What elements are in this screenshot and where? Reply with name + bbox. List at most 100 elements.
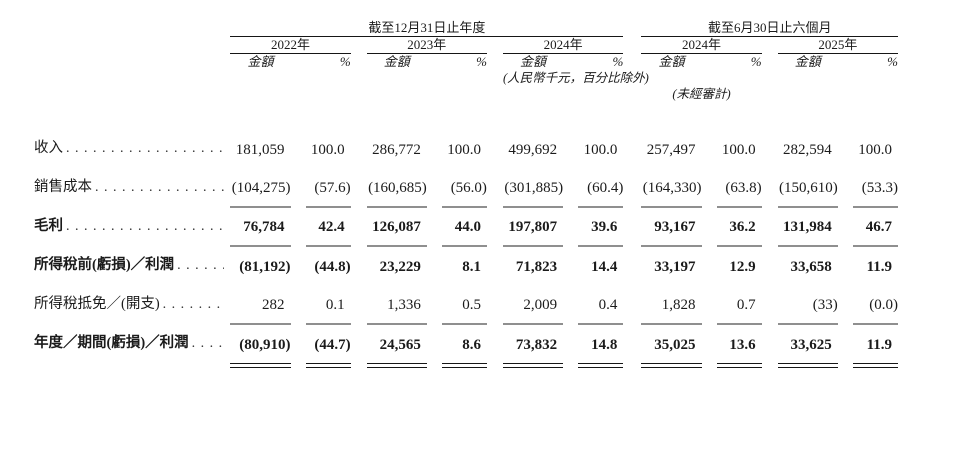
column-gap bbox=[291, 102, 306, 168]
units-note: (人民幣千元，百分比除外) bbox=[502, 71, 649, 85]
row-label: 所得稅前(虧損)／利潤 bbox=[34, 246, 230, 285]
amount-cell: (160,685) bbox=[366, 168, 427, 208]
column-gap bbox=[351, 285, 367, 324]
amount-cell: (33) bbox=[777, 285, 838, 325]
table-row: 年度／期間(虧損)／利潤 (80,910) (44.7) 24,565 8.6 73,83… bbox=[34, 324, 899, 367]
amount-cell: (104,275) bbox=[230, 168, 291, 208]
percent-cell: 0.1 bbox=[305, 285, 351, 325]
dot-leader bbox=[66, 217, 224, 237]
column-gap bbox=[623, 102, 641, 168]
column-gap bbox=[351, 102, 367, 168]
year-header-2025-interim: 2025年 bbox=[777, 36, 898, 54]
column-gap bbox=[487, 285, 503, 324]
row-label-text: 所得稅抵免／(開支) bbox=[34, 296, 160, 312]
percent-cell: (63.8) bbox=[716, 168, 762, 208]
column-gap bbox=[427, 168, 442, 207]
percent-cell: 44.0 bbox=[441, 207, 487, 247]
year-header-2024: 2024年 bbox=[502, 36, 624, 54]
column-gap bbox=[702, 168, 717, 207]
section-header-row: 截至12月31日止年度 截至6月30日止六個月 bbox=[34, 20, 898, 37]
column-gap bbox=[838, 285, 853, 324]
table-row: 所得稅前(虧損)／利潤 (81,192) (44.8) 23,229 8.1 71,823… bbox=[34, 246, 898, 285]
amount-cell: 499,692 bbox=[508, 142, 558, 158]
percent-cell: 11.9 bbox=[866, 259, 892, 275]
col-header-percent: % bbox=[339, 54, 351, 69]
percent-cell: 8.6 bbox=[441, 324, 488, 367]
percent-cell: (0.0) bbox=[852, 285, 898, 325]
table-row: 銷售成本 (104,275) (57.6) (160,685) (56.0) (301,8… bbox=[34, 168, 898, 208]
col-header-amount: 金額 bbox=[247, 54, 274, 69]
column-gap bbox=[487, 207, 503, 246]
percent-cell: (53.3) bbox=[852, 168, 898, 208]
col-header-percent: % bbox=[612, 54, 624, 69]
column-gap bbox=[291, 324, 306, 363]
row-label-text: 銷售成本 bbox=[34, 179, 92, 195]
unaudited-note-row: (未經審計) bbox=[34, 86, 898, 102]
column-gap bbox=[762, 207, 778, 246]
amount-cell: (164,330) bbox=[641, 168, 702, 208]
table-row: 收入 181,059 100.0 286,772 100.0 499,692 100.0 25… bbox=[34, 102, 898, 168]
period-header-interim: 截至6月30日止六個月 bbox=[641, 20, 898, 37]
column-gap bbox=[762, 246, 778, 285]
column-gap bbox=[838, 168, 853, 207]
column-gap bbox=[351, 168, 367, 207]
percent-cell: 42.4 bbox=[305, 207, 351, 247]
percent-cell: (56.0) bbox=[441, 168, 487, 208]
row-label-text: 毛利 bbox=[34, 218, 63, 234]
unaudited-note: (未經審計) bbox=[672, 87, 731, 101]
year-header-2023: 2023年 bbox=[366, 36, 487, 54]
amount-cell: 131,984 bbox=[777, 207, 838, 247]
amount-cell: 71,823 bbox=[515, 259, 558, 275]
amount-cell: 257,497 bbox=[646, 142, 696, 158]
column-header-row: 金額 % 金額 % 金額 % 金額 % 金額 % bbox=[34, 54, 898, 71]
amount-cell: (80,910) bbox=[230, 324, 291, 367]
percent-cell: (60.4) bbox=[578, 168, 624, 208]
column-gap bbox=[563, 246, 578, 285]
dot-leader bbox=[177, 256, 224, 276]
percent-cell: 14.8 bbox=[578, 324, 624, 367]
table-row: 毛利 76,784 42.4 126,087 44.0 197,807 39.6 93,167… bbox=[34, 207, 898, 247]
column-gap bbox=[563, 207, 578, 246]
column-gap bbox=[563, 285, 578, 324]
percent-cell: 13.6 bbox=[716, 324, 762, 367]
amount-cell: 35,025 bbox=[641, 324, 702, 367]
column-gap bbox=[623, 168, 641, 207]
percent-cell: 8.1 bbox=[462, 259, 481, 275]
amount-cell: 33,625 bbox=[777, 324, 838, 367]
percent-cell: (57.6) bbox=[305, 168, 351, 208]
table-body: 收入 181,059 100.0 286,772 100.0 499,692 100.0 25… bbox=[34, 102, 899, 367]
row-label: 銷售成本 bbox=[34, 168, 230, 207]
percent-cell: 100.0 bbox=[447, 142, 481, 158]
amount-cell: 126,087 bbox=[366, 207, 427, 247]
amount-cell: (81,192) bbox=[239, 259, 291, 275]
units-note-row: (人民幣千元，百分比除外) bbox=[34, 70, 898, 86]
row-label: 所得稅抵免／(開支) bbox=[34, 285, 230, 324]
column-gap bbox=[762, 102, 778, 168]
column-gap bbox=[838, 324, 853, 363]
amount-cell: 33,658 bbox=[790, 259, 832, 275]
year-header-2022: 2022年 bbox=[230, 36, 351, 54]
amount-cell: 76,784 bbox=[230, 207, 291, 247]
column-gap bbox=[427, 324, 442, 363]
row-label: 毛利 bbox=[34, 207, 230, 246]
table-row: 所得稅抵免／(開支) 282 0.1 1,336 0.5 2,009 0.4 1,828 0.7… bbox=[34, 285, 898, 325]
row-label: 年度／期間(虧損)／利潤 bbox=[34, 324, 230, 363]
column-gap bbox=[702, 102, 717, 168]
column-gap bbox=[291, 207, 306, 246]
column-gap bbox=[427, 246, 442, 285]
column-gap bbox=[351, 207, 367, 246]
amount-cell: 282,594 bbox=[783, 142, 832, 158]
financial-summary-table: 截至12月31日止年度 截至6月30日止六個月 2022年 2023年 2024… bbox=[34, 20, 899, 367]
column-gap bbox=[623, 324, 641, 363]
column-gap bbox=[427, 285, 442, 324]
col-header-amount: 金額 bbox=[658, 54, 685, 69]
dot-leader bbox=[163, 295, 225, 315]
amount-cell: 1,336 bbox=[366, 285, 427, 325]
percent-cell: 100.0 bbox=[583, 142, 618, 158]
column-gap bbox=[351, 324, 367, 363]
column-gap bbox=[838, 207, 853, 246]
row-label-text: 年度／期間(虧損)／利潤 bbox=[34, 335, 189, 351]
row-label-text: 所得稅前(虧損)／利潤 bbox=[34, 257, 175, 273]
amount-cell: 33,197 bbox=[654, 259, 696, 275]
column-gap bbox=[427, 102, 442, 168]
